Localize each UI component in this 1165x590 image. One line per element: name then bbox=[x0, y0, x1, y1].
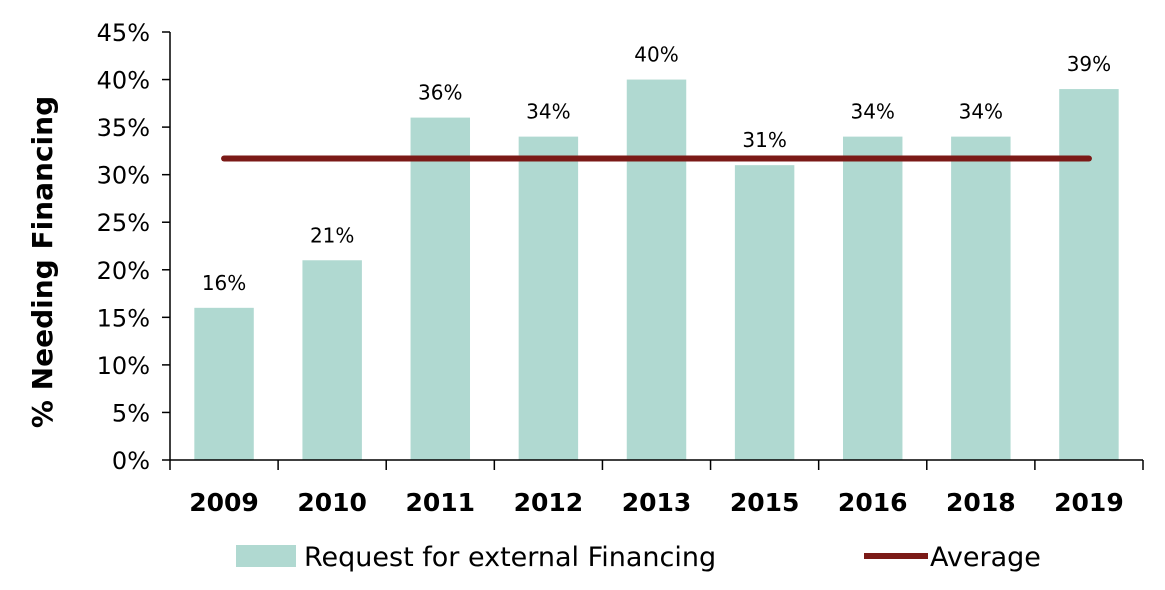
bar-2009 bbox=[194, 307, 254, 460]
data-label-2012: 34% bbox=[526, 100, 570, 124]
y-tick-label: 40% bbox=[97, 67, 150, 95]
bar-2012 bbox=[518, 136, 579, 460]
data-label-2016: 34% bbox=[850, 100, 894, 124]
data-label-2010: 21% bbox=[310, 223, 354, 247]
bar-2010 bbox=[302, 260, 362, 460]
data-label-2009: 16% bbox=[202, 271, 246, 295]
y-axis-title: % Needing Financing bbox=[26, 96, 59, 428]
y-tick-label: 20% bbox=[97, 257, 150, 285]
x-tick-label-2011: 2011 bbox=[405, 488, 475, 517]
y-tick-label: 10% bbox=[97, 352, 150, 380]
y-tick-label: 35% bbox=[97, 114, 150, 142]
legend-label-average: Average bbox=[930, 542, 1041, 573]
x-tick-label-2012: 2012 bbox=[514, 488, 584, 517]
data-label-2011: 36% bbox=[418, 81, 462, 105]
y-tick-label: 30% bbox=[97, 162, 150, 190]
x-tick-label-2013: 2013 bbox=[622, 488, 692, 517]
x-tick-label-2009: 2009 bbox=[189, 488, 259, 517]
x-tick-label-2016: 2016 bbox=[838, 488, 908, 517]
bar-2016 bbox=[842, 136, 903, 460]
bar-2018 bbox=[951, 136, 1011, 460]
data-label-2018: 34% bbox=[959, 100, 1003, 124]
bar-2011 bbox=[410, 117, 471, 460]
bar-2015 bbox=[734, 165, 795, 460]
data-label-2015: 31% bbox=[742, 128, 786, 152]
y-tick-label: 25% bbox=[97, 209, 150, 237]
axes bbox=[169, 32, 1144, 470]
data-label-2019: 39% bbox=[1067, 52, 1111, 76]
legend: Request for external Financing Average bbox=[236, 542, 1041, 573]
y-tick-label: 0% bbox=[112, 447, 150, 475]
bars bbox=[194, 79, 1119, 461]
y-tick-label: 15% bbox=[97, 304, 150, 332]
x-tick-label-2019: 2019 bbox=[1054, 488, 1124, 517]
bar-2013 bbox=[626, 79, 687, 461]
x-tick-label-2018: 2018 bbox=[946, 488, 1016, 517]
x-tick-label-2015: 2015 bbox=[730, 488, 800, 517]
x-tick-label-2010: 2010 bbox=[297, 488, 367, 517]
y-tick-label: 45% bbox=[97, 19, 150, 47]
bar-2019 bbox=[1059, 89, 1119, 461]
legend-label-bars: Request for external Financing bbox=[304, 542, 716, 573]
y-axis-ticks: 0% 5% 10% 15% 20% 25% 30% 35% 40% 45% bbox=[97, 19, 170, 475]
y-tick-label: 5% bbox=[112, 399, 150, 427]
data-label-2013: 40% bbox=[634, 43, 678, 67]
legend-swatch-bar bbox=[236, 545, 296, 567]
data-labels: 16% 21% 36% 34% 40% 31% 34% 34% 39% bbox=[202, 43, 1111, 295]
x-axis-ticks: 2009 2010 2011 2012 2013 2015 2016 2018 2019 bbox=[189, 488, 1123, 517]
